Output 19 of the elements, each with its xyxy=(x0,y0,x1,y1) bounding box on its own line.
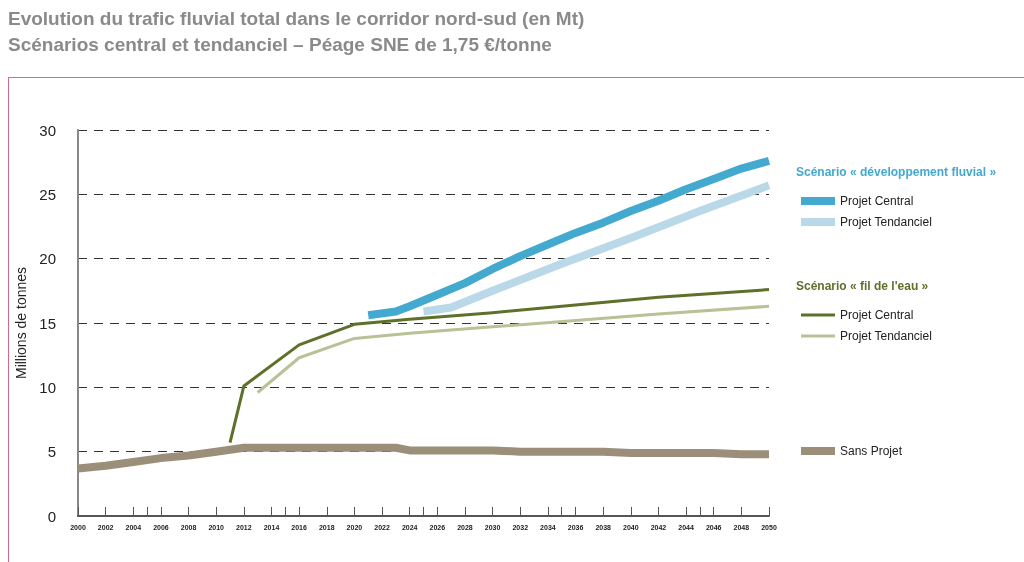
legend-label: Projet Tendanciel xyxy=(840,329,932,343)
y-tick-label: 20 xyxy=(39,250,56,268)
legend-label: Projet Central xyxy=(840,308,914,322)
y-tick-label: 25 xyxy=(39,185,56,203)
y-tick-label: 0 xyxy=(47,507,56,525)
y-tick-label: 5 xyxy=(47,443,56,461)
text: Scénario « développement fluvial » xyxy=(796,165,997,179)
y-tick-label: 10 xyxy=(39,378,56,396)
line-series xyxy=(256,304,771,394)
chart-title: Evolution du trafic fluvial total dans le corridor nord-sud (en Mt) xyxy=(8,7,585,31)
y-tick-label: 15 xyxy=(39,314,56,332)
legend-label: Projet Tendanciel xyxy=(840,215,932,229)
text: Scénario « fil de l'eau » xyxy=(796,279,929,293)
line-series xyxy=(228,288,771,445)
legend-label: Sans Projet xyxy=(840,444,903,458)
y-axis-title: Millions de tonnes xyxy=(13,266,29,380)
legend-label: Projet Central xyxy=(840,194,914,208)
y-tick-label: 30 xyxy=(39,121,56,139)
chart-subtitle: Scénarios central et tendanciel – Péage SNE de 1,75 €/tonne xyxy=(8,33,553,57)
